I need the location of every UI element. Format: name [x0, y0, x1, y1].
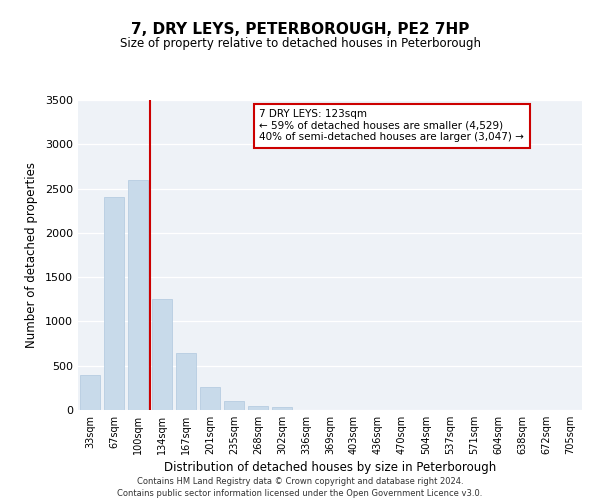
Text: Contains HM Land Registry data © Crown copyright and database right 2024.: Contains HM Land Registry data © Crown c…	[137, 478, 463, 486]
Text: Size of property relative to detached houses in Peterborough: Size of property relative to detached ho…	[119, 38, 481, 51]
Bar	[128, 180, 148, 410]
Text: 7, DRY LEYS, PETERBOROUGH, PE2 7HP: 7, DRY LEYS, PETERBOROUGH, PE2 7HP	[131, 22, 469, 38]
X-axis label: Distribution of detached houses by size in Peterborough: Distribution of detached houses by size …	[164, 461, 496, 474]
Bar	[200, 387, 220, 410]
Bar	[272, 408, 292, 410]
Y-axis label: Number of detached properties: Number of detached properties	[25, 162, 38, 348]
Text: Contains public sector information licensed under the Open Government Licence v3: Contains public sector information licen…	[118, 489, 482, 498]
Bar	[176, 354, 196, 410]
Bar	[248, 406, 268, 410]
Bar	[80, 374, 100, 410]
Text: 7 DRY LEYS: 123sqm
← 59% of detached houses are smaller (4,529)
40% of semi-deta: 7 DRY LEYS: 123sqm ← 59% of detached hou…	[259, 110, 524, 142]
Bar	[152, 300, 172, 410]
Bar	[224, 401, 244, 410]
Bar	[104, 198, 124, 410]
